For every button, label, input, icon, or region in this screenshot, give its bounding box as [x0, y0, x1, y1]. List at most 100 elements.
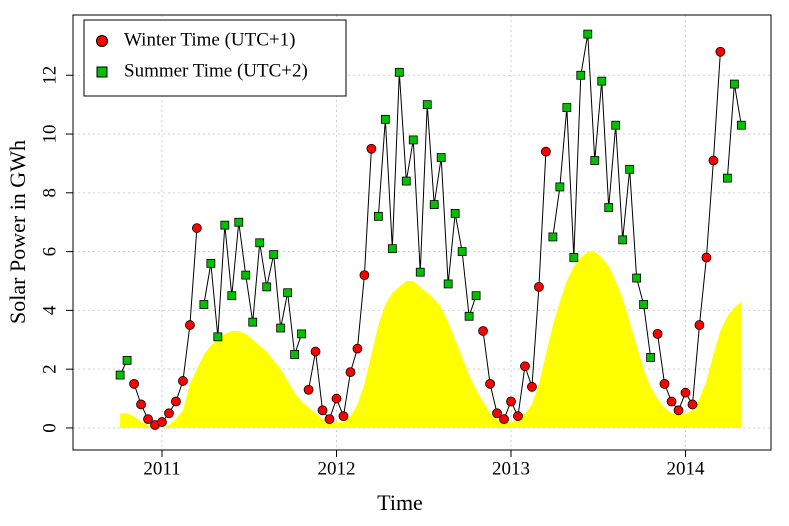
point	[178, 376, 188, 386]
point	[555, 182, 565, 192]
y-tick-label: 2	[39, 364, 60, 374]
point	[687, 399, 698, 410]
legend-label: Summer Time (UTC+2)	[124, 60, 308, 81]
point	[338, 411, 349, 422]
point	[701, 252, 712, 263]
point	[324, 414, 335, 425]
point	[478, 326, 488, 336]
point	[297, 329, 306, 339]
point	[457, 247, 467, 257]
point	[464, 311, 474, 321]
point	[115, 370, 125, 380]
point	[611, 120, 621, 130]
point	[191, 223, 202, 233]
point	[736, 120, 746, 130]
point	[583, 29, 593, 39]
x-tick-label: 2013	[492, 458, 530, 479]
point	[715, 46, 726, 57]
point	[206, 258, 216, 268]
point	[269, 250, 279, 259]
point	[164, 408, 174, 419]
point	[499, 414, 509, 425]
point	[366, 143, 377, 154]
point	[436, 153, 446, 162]
point	[666, 396, 677, 407]
point	[562, 103, 572, 112]
x-tick-label: 2014	[666, 458, 705, 479]
y-tick-label: 4	[39, 305, 60, 315]
y-tick-label: 12	[39, 66, 60, 85]
point	[492, 408, 502, 419]
point	[262, 282, 272, 292]
point	[513, 411, 523, 422]
point	[694, 320, 705, 330]
point	[527, 381, 537, 392]
x-axis-label: Time	[377, 490, 423, 515]
point	[373, 211, 383, 221]
point	[729, 79, 739, 89]
point	[506, 396, 516, 407]
point	[680, 387, 691, 398]
point	[234, 217, 244, 227]
point	[331, 393, 342, 404]
point	[632, 273, 642, 283]
point	[199, 300, 209, 309]
point	[255, 238, 265, 248]
legend-marker	[96, 35, 108, 47]
point	[227, 291, 237, 301]
y-tick-label: 6	[39, 247, 60, 257]
point	[673, 405, 684, 416]
point	[652, 329, 663, 339]
point	[241, 270, 251, 280]
point	[283, 288, 293, 298]
point	[303, 384, 314, 395]
point	[485, 378, 495, 389]
legend-marker	[96, 66, 108, 78]
point	[290, 350, 300, 359]
legend-label: Winter Time (UTC+1)	[124, 29, 295, 50]
point	[157, 417, 167, 427]
point	[359, 270, 370, 281]
x-tick-label: 2012	[317, 458, 355, 479]
point	[317, 405, 328, 416]
y-axis-label: Solar Power in GWh	[5, 140, 30, 324]
point	[520, 361, 530, 372]
plot-frame	[72, 14, 772, 451]
point	[604, 203, 614, 212]
point	[646, 353, 655, 362]
point	[220, 220, 230, 230]
point	[590, 156, 600, 165]
x-tick-label: 2011	[143, 458, 180, 479]
point	[569, 253, 579, 262]
point	[185, 320, 195, 330]
point	[387, 244, 397, 254]
y-tick-label: 8	[39, 188, 60, 198]
point	[597, 76, 607, 86]
point	[659, 378, 670, 389]
point	[136, 399, 146, 410]
legend-box	[83, 19, 347, 97]
point	[415, 267, 425, 277]
point	[248, 317, 258, 327]
point	[450, 208, 460, 218]
point	[213, 332, 223, 342]
point	[639, 300, 649, 309]
point	[422, 100, 432, 110]
series-line	[133, 51, 721, 426]
point	[345, 367, 356, 378]
point	[722, 173, 732, 183]
point	[625, 164, 635, 174]
point	[708, 155, 719, 166]
point	[429, 200, 439, 209]
point	[171, 396, 181, 407]
point	[394, 67, 404, 77]
point	[352, 343, 363, 354]
point	[443, 279, 453, 289]
point	[122, 355, 132, 365]
point	[129, 378, 139, 389]
point	[408, 135, 418, 145]
point	[401, 176, 411, 186]
point	[143, 414, 153, 425]
area	[120, 251, 742, 428]
